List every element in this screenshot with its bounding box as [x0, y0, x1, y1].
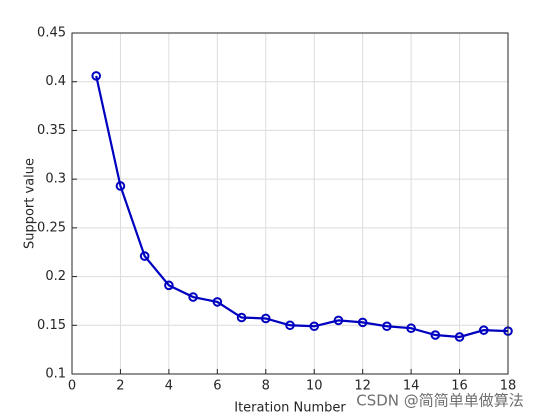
y-tick-label: 0.2 [45, 269, 66, 284]
point-marker [188, 292, 198, 302]
point-marker [478, 325, 489, 335]
point-marker [91, 71, 102, 81]
x-tick-label: 16 [451, 379, 468, 394]
x-axis-label: Iteration Number [234, 401, 346, 416]
x-tick-label: 4 [165, 379, 173, 394]
x-tick-label: 8 [262, 379, 270, 394]
x-tick-label: 12 [354, 379, 371, 394]
point-marker [260, 313, 271, 324]
point-marker [406, 323, 416, 334]
point-marker [333, 315, 344, 326]
plot-area [72, 33, 508, 374]
x-tick-label: 18 [500, 379, 517, 394]
x-tick-label: 2 [116, 379, 124, 394]
point-marker [164, 280, 174, 291]
point-marker [115, 181, 126, 191]
y-tick-label: 0.3 [45, 172, 66, 187]
point-marker [430, 330, 441, 340]
y-tick-label: 0.35 [37, 123, 66, 138]
x-tick-label: 0 [68, 379, 76, 394]
point-marker [285, 320, 295, 331]
watermark: CSDN @简简单单做算法 [356, 392, 524, 410]
plot-frame [71, 32, 509, 375]
y-tick-label: 0.1 [45, 367, 66, 382]
point-marker [357, 317, 368, 328]
y-tick-label: 0.25 [37, 220, 66, 235]
point-marker [212, 297, 223, 307]
y-tick-label: 0.45 [37, 26, 66, 41]
y-tick-label: 0.4 [45, 74, 66, 89]
point-marker [139, 251, 150, 261]
x-tick-label: 10 [306, 379, 323, 394]
point-marker [454, 332, 465, 342]
x-tick-label: 14 [403, 379, 420, 394]
point-marker [382, 321, 392, 332]
y-axis-label: Support value [23, 158, 38, 249]
point-marker [309, 321, 320, 332]
y-tick-label: 0.15 [37, 318, 66, 333]
layer: 0.1 0.15 0.2 0.25 0.3 0.35 0.4 0.45 0 2 4 6 8 10 12 14 1… [37, 26, 516, 394]
point-marker [236, 312, 247, 323]
x-tick-label: 6 [213, 379, 221, 394]
